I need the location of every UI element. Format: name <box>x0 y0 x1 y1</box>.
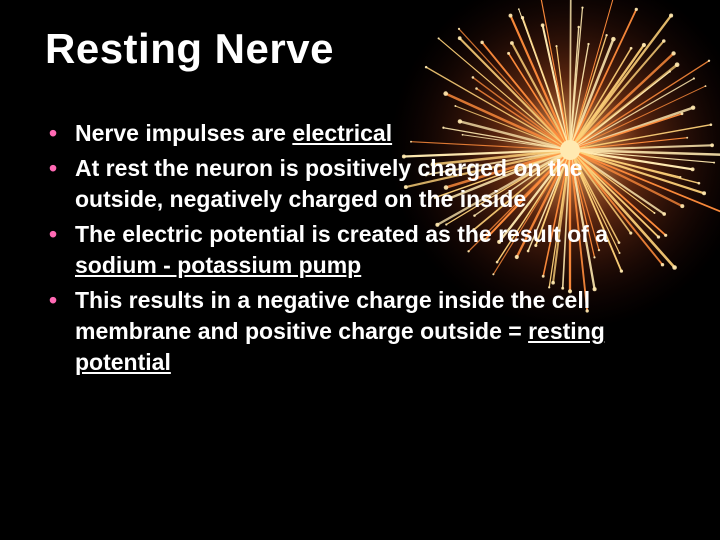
bullet-item: Nerve impulses are electrical <box>45 118 675 149</box>
slide-title: Resting Nerve <box>45 25 675 73</box>
bullet-item: The electric potential is created as the… <box>45 219 675 281</box>
bullet-text-pre: Nerve impulses are <box>75 120 292 146</box>
slide: Resting Nerve Nerve impulses are electri… <box>0 0 720 540</box>
bullet-text-pre: This results in a negative charge inside… <box>75 287 590 344</box>
bullet-text-underlined: electrical <box>292 120 392 146</box>
bullet-text-pre: The electric potential is created as the… <box>75 221 608 247</box>
bullet-item: At rest the neuron is positively charged… <box>45 153 675 215</box>
bullet-list: Nerve impulses are electrical At rest th… <box>45 118 675 378</box>
bullet-item: This results in a negative charge inside… <box>45 285 675 378</box>
bullet-text-underlined: sodium - potassium pump <box>75 252 361 278</box>
bullet-text-pre: At rest the neuron is positively charged… <box>75 155 582 212</box>
